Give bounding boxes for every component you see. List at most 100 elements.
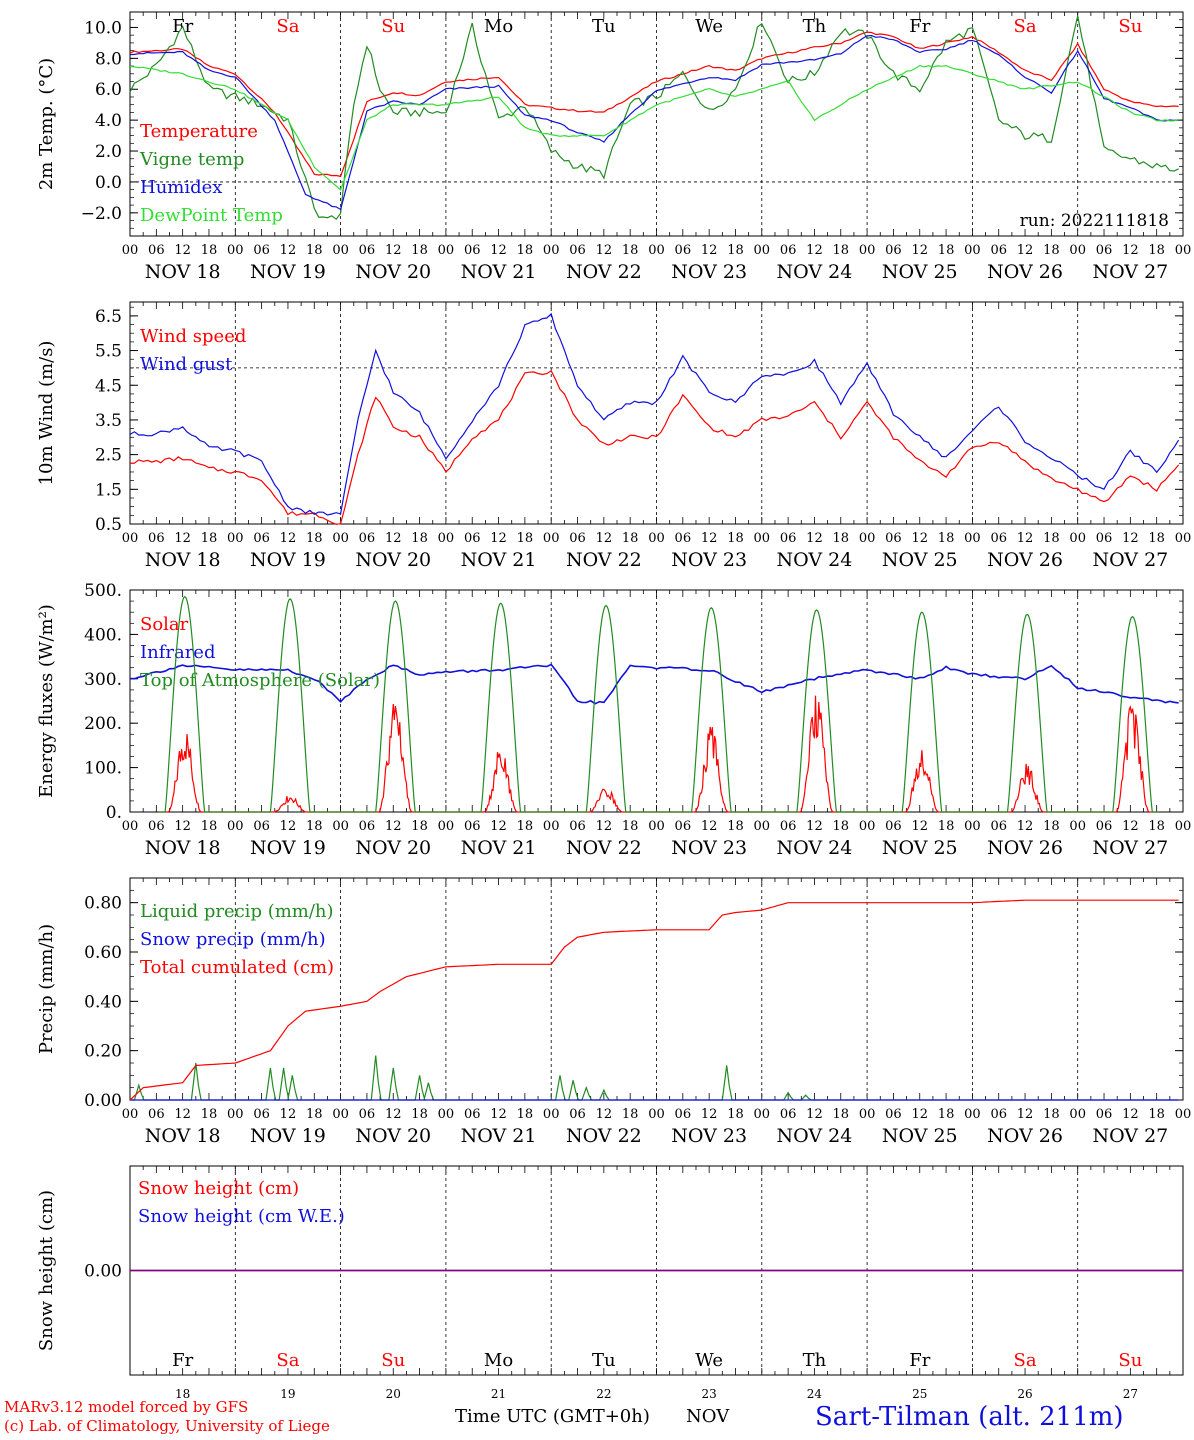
legend-entry: Solar	[140, 614, 189, 635]
day-label: NOV 26	[987, 1125, 1063, 1147]
hour-tick-label: 18	[938, 243, 955, 258]
hour-tick-label: 00	[543, 1107, 560, 1122]
legend-entry: Infrared	[140, 642, 215, 663]
day-label: NOV 25	[882, 1125, 958, 1147]
day-label: NOV 20	[355, 837, 431, 859]
hour-tick-label: 00	[438, 531, 455, 546]
hour-tick-label: 00	[648, 1107, 665, 1122]
hour-tick-label: 00	[227, 531, 244, 546]
hour-tick-label: 00	[964, 531, 981, 546]
hour-tick-label: 06	[885, 1107, 902, 1122]
day-number-label: 22	[596, 1387, 611, 1401]
day-label: NOV 18	[145, 549, 221, 571]
y-axis-label: 10m Wind (m/s)	[36, 341, 57, 486]
hour-tick-label: 18	[517, 531, 534, 546]
weekday-label: Sa	[276, 16, 299, 37]
y-tick-label: 400.	[84, 625, 122, 645]
hour-tick-label: 18	[727, 1107, 744, 1122]
hour-tick-label: 00	[332, 1107, 349, 1122]
hour-tick-label: 06	[990, 243, 1007, 258]
y-tick-label: 0.0	[95, 173, 122, 193]
y-axis-label: Precip (mm/h)	[36, 924, 57, 1054]
hour-tick-label: 00	[754, 1107, 771, 1122]
hour-tick-label: 00	[227, 243, 244, 258]
weekday-label: Sa	[1014, 16, 1037, 37]
hour-tick-label: 12	[1017, 819, 1034, 834]
legend-entry: Wind speed	[140, 326, 246, 347]
day-label: NOV 22	[566, 1125, 642, 1147]
series-line	[129, 370, 1180, 525]
y-tick-label: 200.	[84, 714, 122, 734]
hour-tick-label: 18	[306, 819, 323, 834]
day-label: NOV 22	[566, 261, 642, 283]
hour-tick-label: 06	[780, 819, 797, 834]
y-tick-label: 0.5	[95, 515, 122, 535]
day-number-label: 20	[386, 1387, 401, 1401]
y-tick-label: 500.	[84, 581, 122, 601]
weekday-label: Su	[381, 16, 405, 37]
hour-tick-label: 00	[859, 531, 876, 546]
day-number-label: 27	[1123, 1387, 1138, 1401]
series-line	[158, 595, 1159, 813]
hour-tick-label: 00	[859, 1107, 876, 1122]
hour-tick-label: 12	[385, 819, 402, 834]
hour-tick-label: 18	[622, 1107, 639, 1122]
hour-tick-label: 00	[543, 243, 560, 258]
series-line	[129, 663, 1179, 705]
day-label: NOV 23	[671, 261, 747, 283]
model-credit: MARv3.12 model forced by GFS (c) Lab. of…	[4, 1398, 330, 1436]
y-tick-label: 0.20	[84, 1042, 122, 1062]
hour-tick-label: 18	[411, 243, 428, 258]
hour-tick-label: 12	[596, 1107, 613, 1122]
hour-tick-label: 06	[675, 243, 692, 258]
hour-tick-label: 12	[174, 819, 191, 834]
hour-tick-label: 18	[201, 1107, 218, 1122]
hour-tick-label: 06	[885, 243, 902, 258]
hour-tick-label: 06	[675, 1107, 692, 1122]
y-tick-label: 4.5	[95, 376, 122, 396]
hour-tick-label: 06	[359, 531, 376, 546]
hour-tick-label: 12	[701, 819, 718, 834]
hour-tick-label: 00	[332, 243, 349, 258]
hour-tick-label: 06	[1096, 1107, 1113, 1122]
hour-tick-label: 18	[411, 1107, 428, 1122]
hour-tick-label: 06	[359, 1107, 376, 1122]
day-label: NOV 21	[461, 1125, 537, 1147]
day-label: NOV 26	[987, 549, 1063, 571]
series-line	[129, 64, 1179, 191]
legend-entry: Vigne temp	[139, 149, 244, 170]
day-label: NOV 25	[882, 261, 958, 283]
hour-tick-label: 12	[596, 819, 613, 834]
day-label: NOV 19	[250, 261, 326, 283]
day-label: NOV 20	[355, 549, 431, 571]
hour-tick-label: 00	[754, 819, 771, 834]
hour-tick-label: 12	[596, 243, 613, 258]
hour-tick-label: 06	[464, 1107, 481, 1122]
hour-tick-label: 00	[648, 531, 665, 546]
day-label: NOV 21	[461, 837, 537, 859]
lab-note: (c) Lab. of Climatology, University of L…	[4, 1417, 330, 1435]
hour-tick-label: 12	[1122, 819, 1139, 834]
hour-tick-label: 18	[1148, 531, 1165, 546]
hour-tick-label: 06	[569, 819, 586, 834]
hour-tick-label: 12	[1122, 1107, 1139, 1122]
hour-tick-label: 06	[990, 531, 1007, 546]
hour-tick-label: 12	[806, 531, 823, 546]
hour-tick-label: 18	[1148, 1107, 1165, 1122]
y-tick-label: −2.0	[81, 204, 122, 224]
y-tick-label: 2.5	[95, 446, 122, 466]
hour-tick-label: 18	[201, 531, 218, 546]
hour-tick-label: 18	[727, 819, 744, 834]
hour-tick-label: 06	[464, 243, 481, 258]
hour-tick-label: 12	[806, 243, 823, 258]
hour-tick-label: 12	[911, 819, 928, 834]
day-label: NOV 23	[671, 837, 747, 859]
hour-tick-label: 00	[859, 819, 876, 834]
day-label: NOV 20	[355, 261, 431, 283]
y-axis-label: Snow height (cm)	[36, 1190, 57, 1351]
hour-tick-label: 12	[490, 243, 507, 258]
weekday-label: Su	[381, 1350, 405, 1371]
weekday-label: Fr	[909, 1350, 930, 1371]
series-line	[129, 899, 1179, 1101]
y-axis-label: Energy fluxes (W/m²)	[36, 604, 57, 798]
